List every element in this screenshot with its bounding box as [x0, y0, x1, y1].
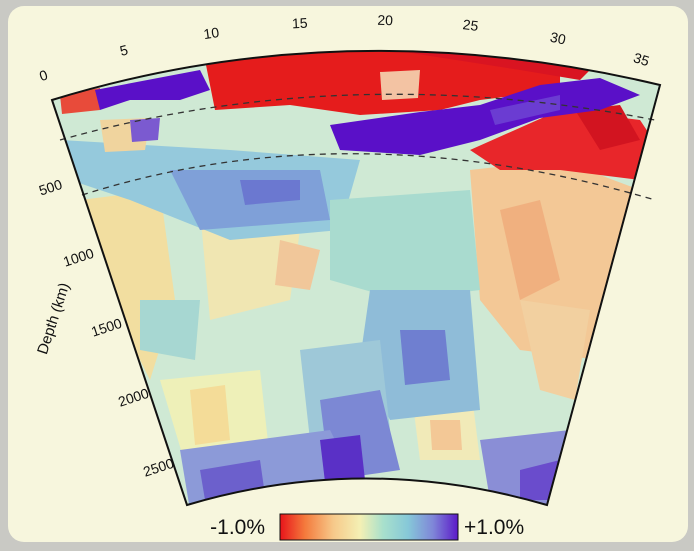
angle-tick-label: 10	[202, 24, 220, 42]
depth-tick-label: 500	[37, 176, 64, 199]
angle-tick-label: 30	[549, 29, 568, 48]
angle-tick-label: 35	[632, 49, 652, 69]
660-km-discontinuity	[81, 153, 656, 201]
angle-tick-label: 25	[462, 16, 480, 34]
colorbar: -1.0% +1.0%	[210, 513, 524, 541]
colorbar-max-label: +1.0%	[464, 516, 524, 539]
velocity-anomalies	[60, 50, 660, 505]
angle-tick-label: 20	[377, 12, 393, 29]
angle-tick-label: 15	[292, 15, 309, 32]
section-outline	[50, 49, 662, 507]
colorbar-min-label: -1.0%	[210, 516, 265, 539]
colorbar-gradient	[279, 513, 459, 541]
angle-tick-label: 5	[118, 41, 130, 58]
410-km-discontinuity	[59, 93, 656, 141]
